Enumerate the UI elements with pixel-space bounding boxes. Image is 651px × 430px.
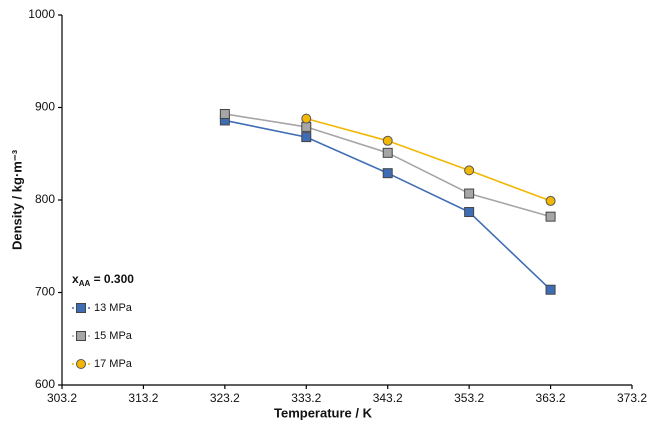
data-point xyxy=(301,132,312,143)
legend-label: 15 MPa xyxy=(94,330,133,342)
legend-label: 13 MPa xyxy=(94,302,133,314)
legend-marker xyxy=(76,303,86,313)
x-tick-label: 353.2 xyxy=(454,391,484,405)
data-point xyxy=(464,207,475,218)
data-point xyxy=(301,113,312,124)
x-tick-label: 323.2 xyxy=(210,391,240,405)
y-tick-label: 600 xyxy=(35,377,55,391)
data-point xyxy=(545,195,556,206)
x-tick-label: 333.2 xyxy=(291,391,321,405)
y-tick-label: 700 xyxy=(35,285,55,299)
y-tick-label: 1000 xyxy=(28,7,55,21)
x-tick-label: 363.2 xyxy=(536,391,566,405)
x-axis-label: Temperature / K xyxy=(274,405,373,420)
y-tick-label: 900 xyxy=(35,100,55,114)
legend-title-rest: = 0.300 xyxy=(90,272,134,286)
y-axis-label: Density / kg·m⁻³ xyxy=(9,149,24,250)
data-point xyxy=(301,121,312,132)
x-tick-label: 373.2 xyxy=(617,391,647,405)
y-tick-label: 800 xyxy=(35,192,55,206)
data-point xyxy=(545,284,556,295)
x-tick-label: 303.2 xyxy=(47,391,77,405)
series-line xyxy=(224,119,552,291)
series-line xyxy=(306,117,551,202)
data-point xyxy=(382,135,393,146)
data-point xyxy=(545,211,556,222)
x-tick-label: 313.2 xyxy=(128,391,158,405)
data-point xyxy=(382,168,393,179)
data-point xyxy=(464,165,475,176)
legend-title-sub: AA xyxy=(79,279,91,288)
data-point xyxy=(464,188,475,199)
x-tick-label: 343.2 xyxy=(373,391,403,405)
legend-marker xyxy=(76,359,86,369)
data-point xyxy=(382,147,393,158)
legend-marker xyxy=(76,331,86,341)
legend-title-base: x xyxy=(72,272,79,286)
legend-title: xAA = 0.300 xyxy=(72,272,134,288)
data-point xyxy=(219,108,230,119)
series-line xyxy=(224,113,551,218)
legend-label: 17 MPa xyxy=(94,358,133,370)
